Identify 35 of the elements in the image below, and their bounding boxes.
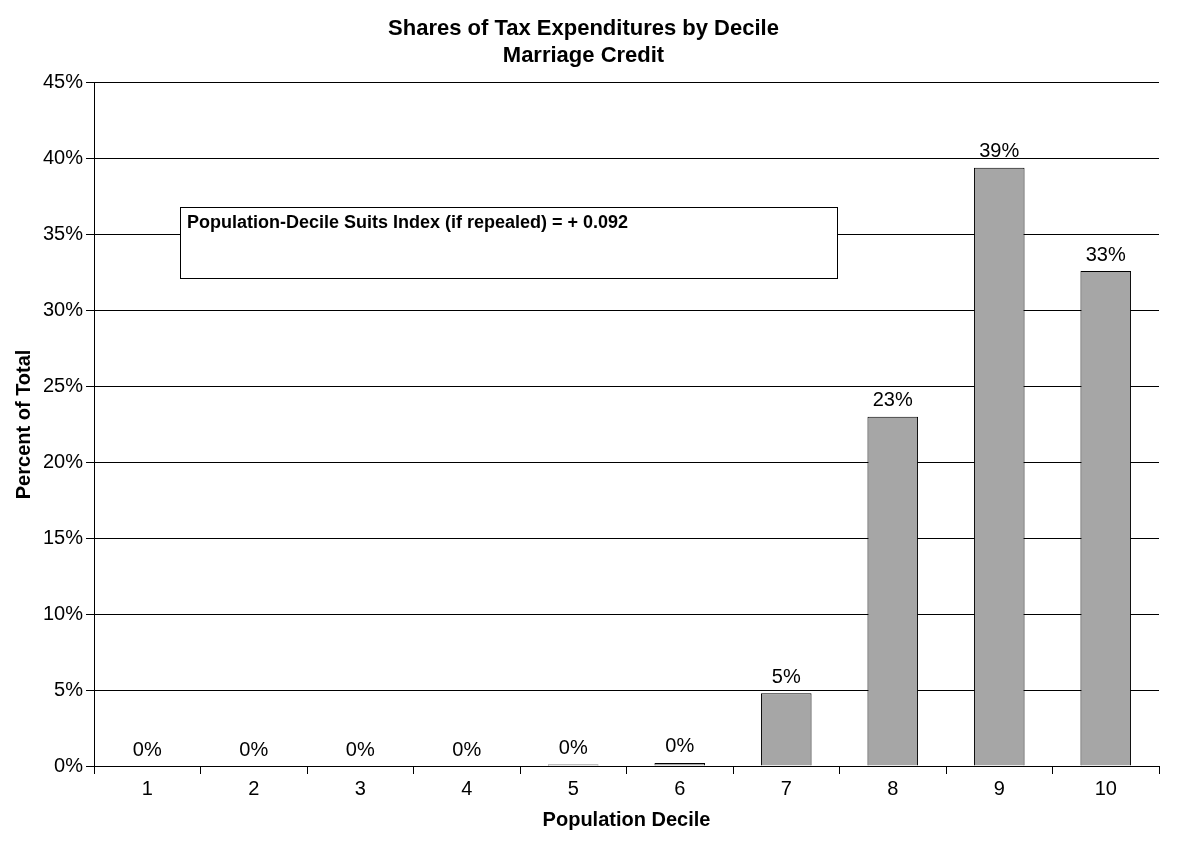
y-tick-label: 30%	[43, 298, 84, 321]
y-tick-label: 5%	[54, 677, 84, 700]
y-tick-label: 40%	[43, 146, 84, 169]
y-tick-label: 35%	[43, 222, 84, 245]
data-label: 0%	[558, 736, 588, 758]
y-tick-label: 10%	[43, 601, 84, 624]
data-label: 33%	[1085, 242, 1126, 265]
x-tick-label: 8	[887, 776, 899, 799]
data-label: 0%	[665, 734, 695, 757]
x-tick-label: 1	[141, 776, 153, 799]
data-label: 39%	[979, 139, 1020, 162]
data-label: 0%	[452, 737, 482, 760]
y-tick-label: 0%	[54, 753, 84, 776]
chart-subtitle: Marriage Credit	[502, 41, 665, 67]
x-tick-label: 6	[674, 776, 686, 799]
data-label: 23%	[872, 388, 913, 411]
x-tick-label: 9	[993, 776, 1005, 799]
y-axis-title: Percent of Total	[11, 349, 34, 500]
y-tick-label: 25%	[43, 373, 84, 396]
x-tick-label: 3	[354, 776, 366, 799]
x-tick-label: 5	[567, 776, 579, 799]
y-tick-label: 15%	[43, 525, 84, 548]
data-label: 0%	[132, 737, 162, 760]
data-label: 5%	[771, 664, 801, 687]
text-box: Population-Decile Suits Index (if repealed) = + 0.092	[180, 207, 838, 279]
x-tick-label: 4	[461, 776, 473, 799]
chart-title: Shares of Tax Expenditures by Decile	[388, 15, 779, 41]
x-tick-label: 10	[1094, 776, 1117, 799]
x-axis-title: Population Decile	[542, 807, 711, 830]
x-tick-label: 2	[248, 776, 260, 799]
y-tick-label: 20%	[43, 449, 84, 472]
y-tick-label: 45%	[43, 70, 84, 93]
x-tick-label: 7	[780, 776, 792, 799]
data-label: 0%	[239, 737, 269, 760]
data-label: 0%	[345, 737, 375, 760]
